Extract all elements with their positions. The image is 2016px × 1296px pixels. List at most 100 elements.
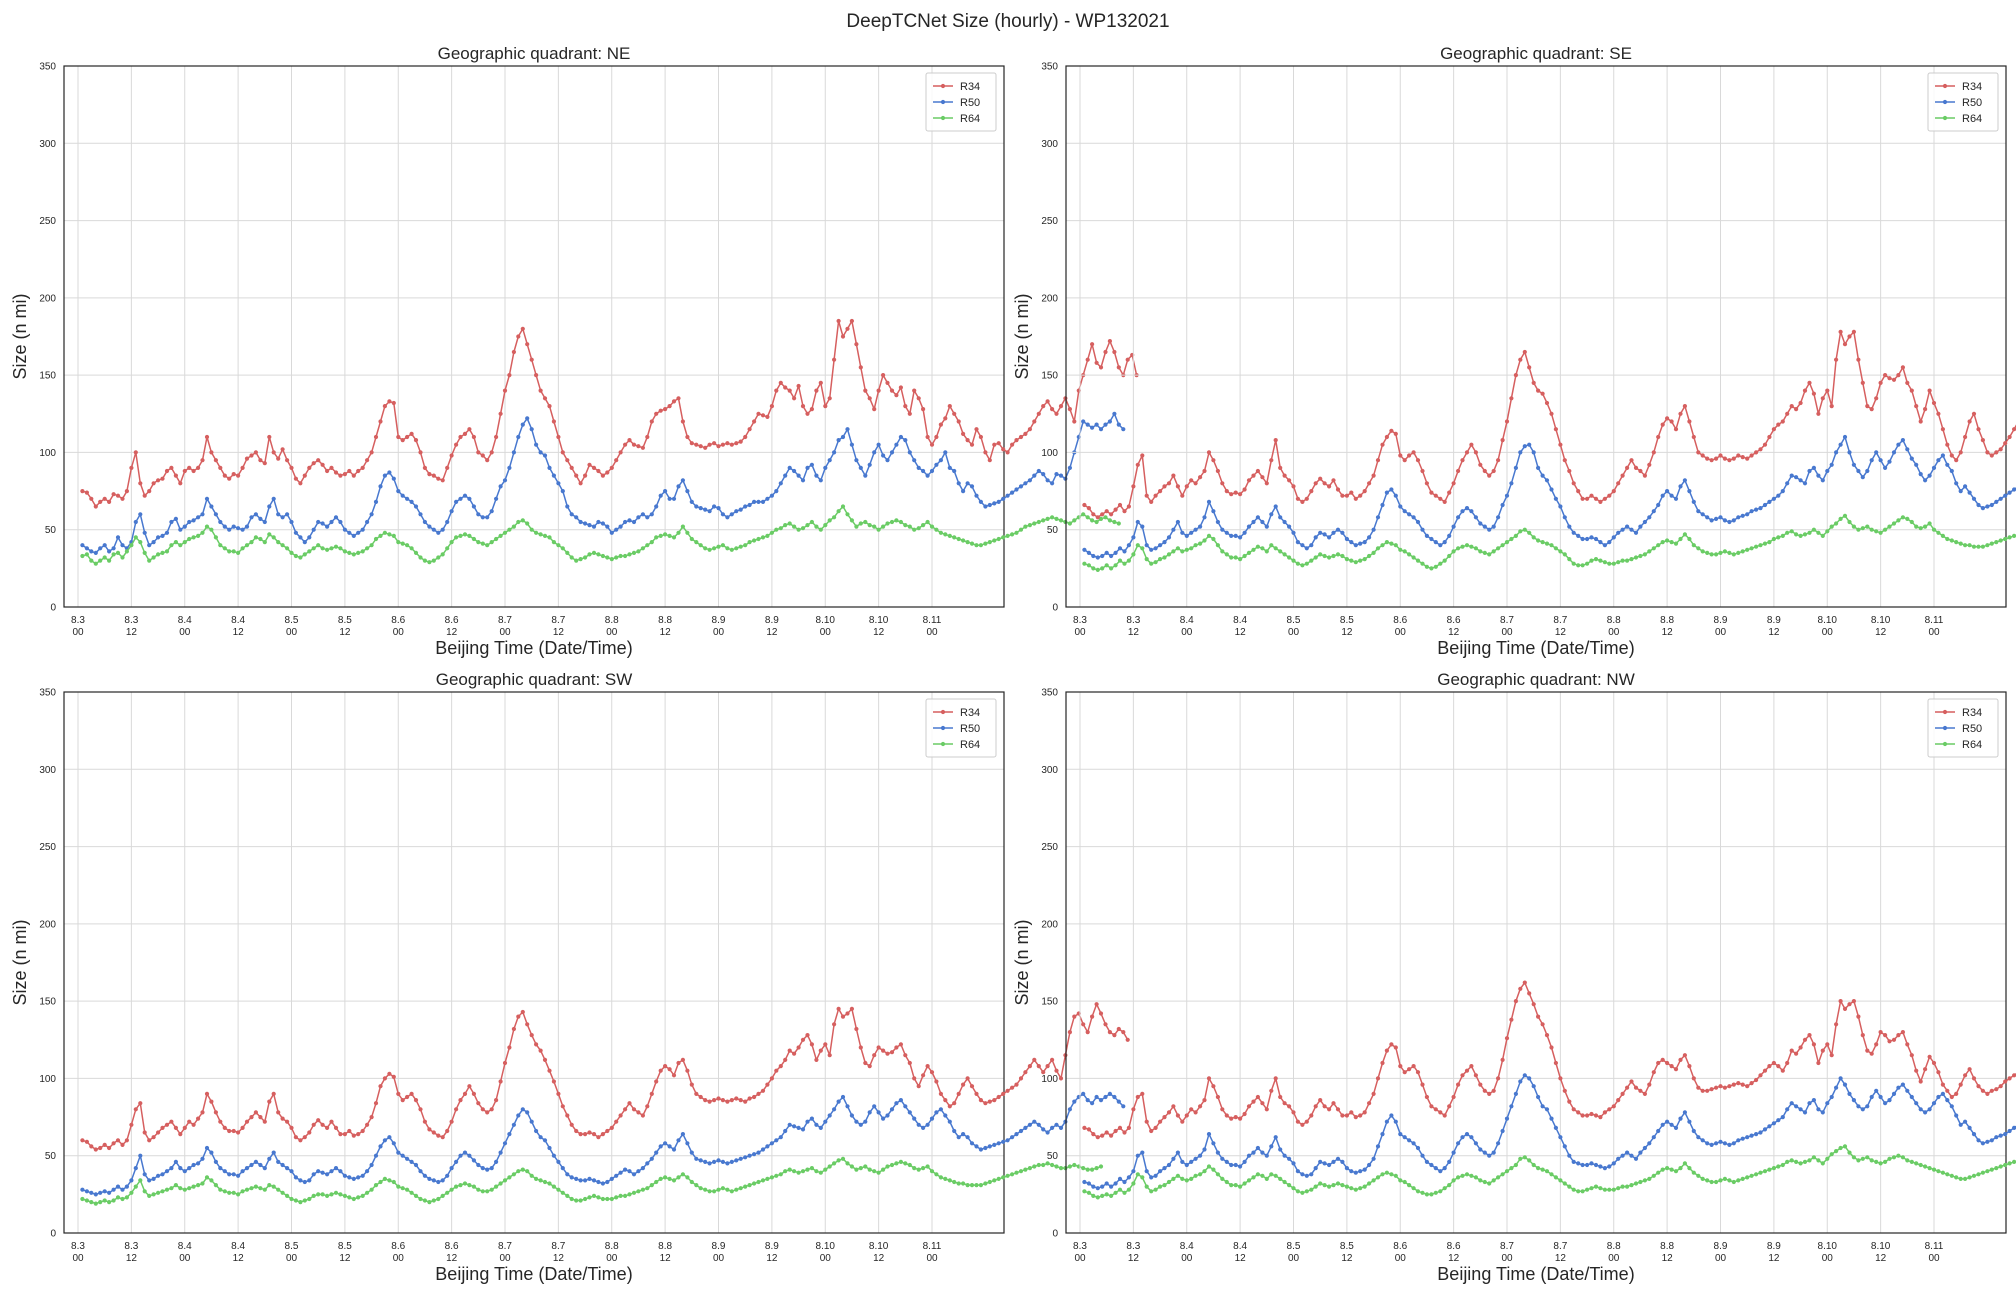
data-point	[1389, 1042, 1394, 1047]
data-point	[431, 558, 436, 563]
data-point	[240, 465, 245, 470]
data-point	[854, 342, 859, 347]
data-point	[325, 1125, 330, 1130]
data-point	[1464, 1068, 1470, 1073]
data-point	[943, 450, 948, 455]
data-point	[974, 1183, 979, 1188]
data-point	[809, 1042, 815, 1047]
data-point	[1251, 1175, 1256, 1180]
data-point	[631, 550, 637, 556]
data-point	[1758, 543, 1763, 548]
data-point	[382, 473, 387, 478]
data-point	[1718, 1084, 1723, 1089]
data-point	[1745, 1175, 1750, 1180]
data-point	[409, 431, 414, 436]
data-point	[1358, 1186, 1363, 1191]
data-point	[511, 1172, 516, 1177]
data-point	[293, 1175, 298, 1180]
data-point	[583, 473, 588, 478]
data-point	[1829, 404, 1834, 409]
data-point	[876, 1045, 881, 1050]
data-point	[618, 553, 623, 559]
data-point	[1745, 456, 1750, 461]
data-point	[1166, 1162, 1172, 1168]
data-point	[560, 450, 565, 455]
data-point	[1825, 388, 1830, 393]
data-point	[1838, 442, 1843, 447]
data-point	[489, 540, 494, 545]
y-tick-label: 200	[1041, 919, 1058, 930]
data-point	[685, 434, 690, 440]
data-point	[676, 1060, 681, 1066]
series-line	[82, 320, 1138, 508]
data-point	[671, 399, 677, 404]
data-point	[600, 521, 606, 526]
data-point	[427, 472, 432, 477]
data-point	[467, 496, 472, 501]
data-point	[1771, 496, 1776, 501]
data-point	[1945, 1098, 1950, 1103]
data-point	[1023, 431, 1028, 436]
data-point	[1451, 1178, 1456, 1183]
data-point	[307, 535, 312, 540]
data-point	[1705, 456, 1710, 461]
data-point	[1522, 1073, 1527, 1078]
data-point	[267, 1156, 272, 1161]
data-point	[1931, 1167, 1937, 1172]
data-point	[231, 1128, 236, 1134]
data-point	[654, 504, 659, 509]
data-point	[1954, 481, 1959, 486]
data-point	[1041, 404, 1046, 409]
data-point	[356, 530, 361, 535]
data-point	[1184, 547, 1189, 552]
data-point	[725, 1187, 730, 1192]
data-point	[369, 1115, 374, 1120]
data-point	[872, 1169, 877, 1174]
data-point	[187, 536, 192, 542]
data-point	[89, 496, 94, 501]
data-point	[1665, 489, 1670, 494]
data-point	[307, 465, 312, 470]
data-point	[405, 1094, 410, 1100]
data-point	[1451, 481, 1456, 486]
data-point	[698, 1094, 703, 1100]
data-point	[93, 1147, 98, 1152]
data-point	[867, 1064, 872, 1069]
data-point	[249, 540, 254, 545]
data-point	[756, 411, 761, 416]
data-point	[89, 1190, 94, 1195]
y-tick-label: 150	[1041, 997, 1058, 1008]
data-point	[1318, 1181, 1323, 1186]
data-point	[1811, 1155, 1816, 1160]
data-point	[1018, 1169, 1024, 1174]
data-point	[1802, 481, 1808, 486]
data-point	[921, 1166, 926, 1171]
data-point	[1251, 1099, 1256, 1104]
data-point	[872, 407, 877, 412]
data-point	[849, 442, 855, 447]
data-point	[209, 1178, 214, 1183]
data-point	[1313, 1166, 1318, 1171]
data-point	[2007, 490, 2012, 495]
data-point	[1014, 1132, 1019, 1137]
panel-title: Geographic quadrant: NE	[438, 44, 631, 63]
data-point	[311, 1193, 316, 1198]
data-point	[1058, 1125, 1064, 1130]
data-point	[1705, 515, 1710, 520]
data-point	[271, 1150, 276, 1155]
data-point	[111, 546, 116, 551]
data-point	[943, 1098, 948, 1103]
data-point	[156, 1130, 161, 1135]
data-point	[600, 473, 606, 478]
data-point	[1727, 1084, 1732, 1089]
data-point	[1580, 563, 1585, 568]
data-point	[1300, 1190, 1305, 1195]
data-point	[1776, 422, 1781, 427]
data-point	[147, 489, 152, 494]
data-point	[1576, 1110, 1581, 1115]
data-point	[987, 540, 992, 545]
data-point	[178, 481, 183, 486]
data-point	[712, 504, 717, 509]
data-point	[1411, 515, 1416, 520]
data-point	[462, 431, 468, 436]
